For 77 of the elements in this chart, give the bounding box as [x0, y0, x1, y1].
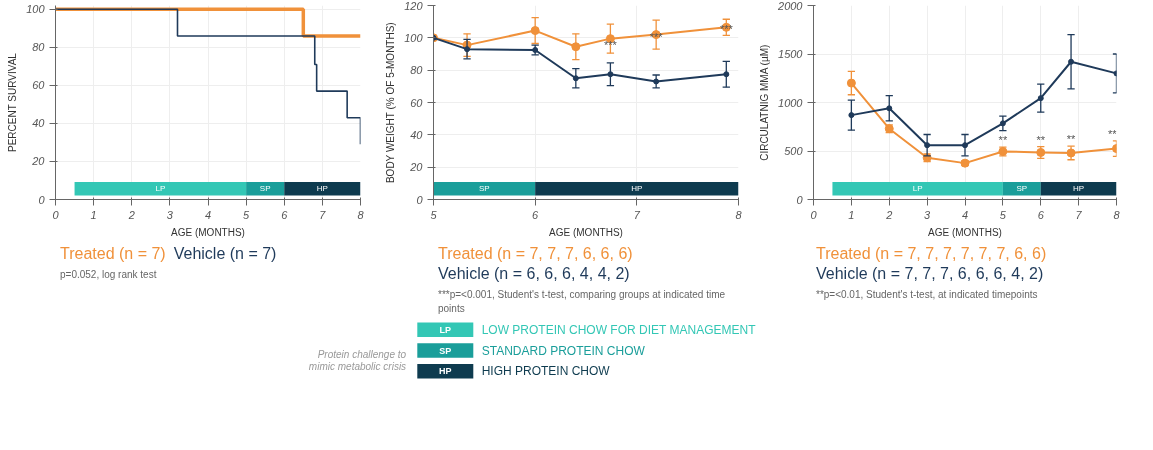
y-tick-label: 0 [38, 193, 46, 206]
annotation: ** [1066, 133, 1077, 146]
x-tick-label: 5 [243, 208, 251, 221]
y-tick-label: 80 [32, 41, 46, 54]
x-tick-label: 8 [357, 208, 365, 221]
x-tick-label: 6 [281, 208, 289, 221]
x-tick-label: 5 [430, 208, 438, 221]
category-label: HP [439, 365, 452, 376]
x-tick-label: 2 [885, 208, 893, 221]
y-tick-label: 0 [416, 193, 424, 206]
y-tick-label: 1500 [778, 48, 804, 60]
annotation: ** [998, 134, 1008, 147]
annotation: *** [603, 39, 618, 52]
y-tick-label: 120 [404, 0, 424, 12]
band-label: HP [1073, 184, 1085, 194]
x-tick-label: 3 [166, 208, 174, 221]
y-tick-label: 100 [404, 31, 424, 44]
x-tick-label: 7 [1075, 208, 1083, 221]
text: ***p=<0.001, Student's t-test, comparing groups at indicated time points [438, 288, 727, 317]
text: Treated (n = 7) [60, 244, 166, 264]
annotation: ** [1036, 133, 1046, 146]
x-axis-title: AGE (MONTHS) [171, 226, 245, 238]
text: **p=<0.01, Student's t-test, at indicated timepoints [816, 288, 1038, 302]
x-tick-label: 6 [532, 208, 540, 221]
x-tick-label: 0 [52, 208, 60, 221]
y-tick-label: 40 [410, 128, 424, 141]
text: Vehicle (n = 7) [173, 244, 277, 264]
category-label: SP [439, 345, 452, 356]
x-tick-label: 4 [961, 208, 969, 221]
y-axis-title: PERCENT SURVIVAL [7, 52, 19, 153]
y-axis-title: BODY WEIGHT (% OF 5-MONTHS) [385, 22, 397, 184]
y-tick-label: 60 [32, 79, 46, 92]
y-tick-label: 500 [784, 145, 804, 157]
text: HIGH PROTEIN CHOW [481, 363, 611, 378]
category-label: LP [439, 324, 452, 335]
y-tick-label: 20 [409, 161, 424, 174]
x-tick-label: 8 [735, 208, 743, 221]
band-label: SP [1016, 184, 1028, 194]
y-tick-label: 1000 [778, 96, 804, 109]
x-tick-label: 7 [633, 208, 641, 221]
x-tick-label: 5 [999, 208, 1007, 221]
band-label: LP [912, 184, 923, 194]
text: Vehicle (n = 7, 7, 7, 6, 6, 6, 4, 2) [816, 264, 1044, 284]
annotation: ** [1107, 127, 1118, 140]
y-axis-title: CIRCULATNIG MMA (µM) [759, 44, 771, 161]
text: Protein challenge to mimic metabolic crisis [308, 348, 407, 372]
x-tick-label: 1 [90, 208, 97, 221]
y-tick-label: 2000 [777, 0, 804, 12]
x-tick-label: 1 [848, 208, 855, 221]
y-tick-label: 80 [410, 64, 424, 77]
y-tick-label: 60 [410, 96, 424, 109]
text: Vehicle (n = 6, 6, 6, 4, 4, 2) [438, 264, 630, 284]
text: Treated (n = 7, 7, 7, 6, 6, 6) [438, 244, 633, 264]
x-tick-label: 0 [810, 208, 818, 221]
y-tick-label: 20 [31, 155, 46, 168]
x-tick-label: 4 [204, 208, 212, 221]
x-tick-label: 8 [1113, 208, 1121, 221]
annotation: *** [719, 23, 734, 36]
annotation: *** [649, 31, 664, 44]
x-tick-label: 6 [1037, 208, 1045, 221]
y-tick-label: 40 [32, 117, 46, 130]
band-label: SP [479, 184, 490, 194]
y-tick-label: 0 [796, 193, 804, 206]
x-tick-label: 2 [127, 208, 135, 221]
text: Treated (n = 7, 7, 7, 7, 7, 7, 6, 6) [816, 244, 1047, 264]
x-tick-label: 7 [319, 208, 327, 221]
text: p=0.052, log rank test [60, 268, 157, 282]
band-label: LP [155, 184, 166, 194]
x-axis-title: AGE (MONTHS) [549, 226, 623, 238]
x-tick-label: 3 [924, 208, 932, 221]
y-tick-label: 100 [26, 3, 46, 16]
x-axis-title: AGE (MONTHS) [928, 226, 1002, 238]
band-label: HP [631, 184, 643, 194]
text: LOW PROTEIN CHOW FOR DIET MANAGEMENT [481, 322, 757, 337]
band-label: SP [259, 184, 271, 194]
text: STANDARD PROTEIN CHOW [481, 343, 646, 358]
band-label: HP [316, 184, 328, 194]
